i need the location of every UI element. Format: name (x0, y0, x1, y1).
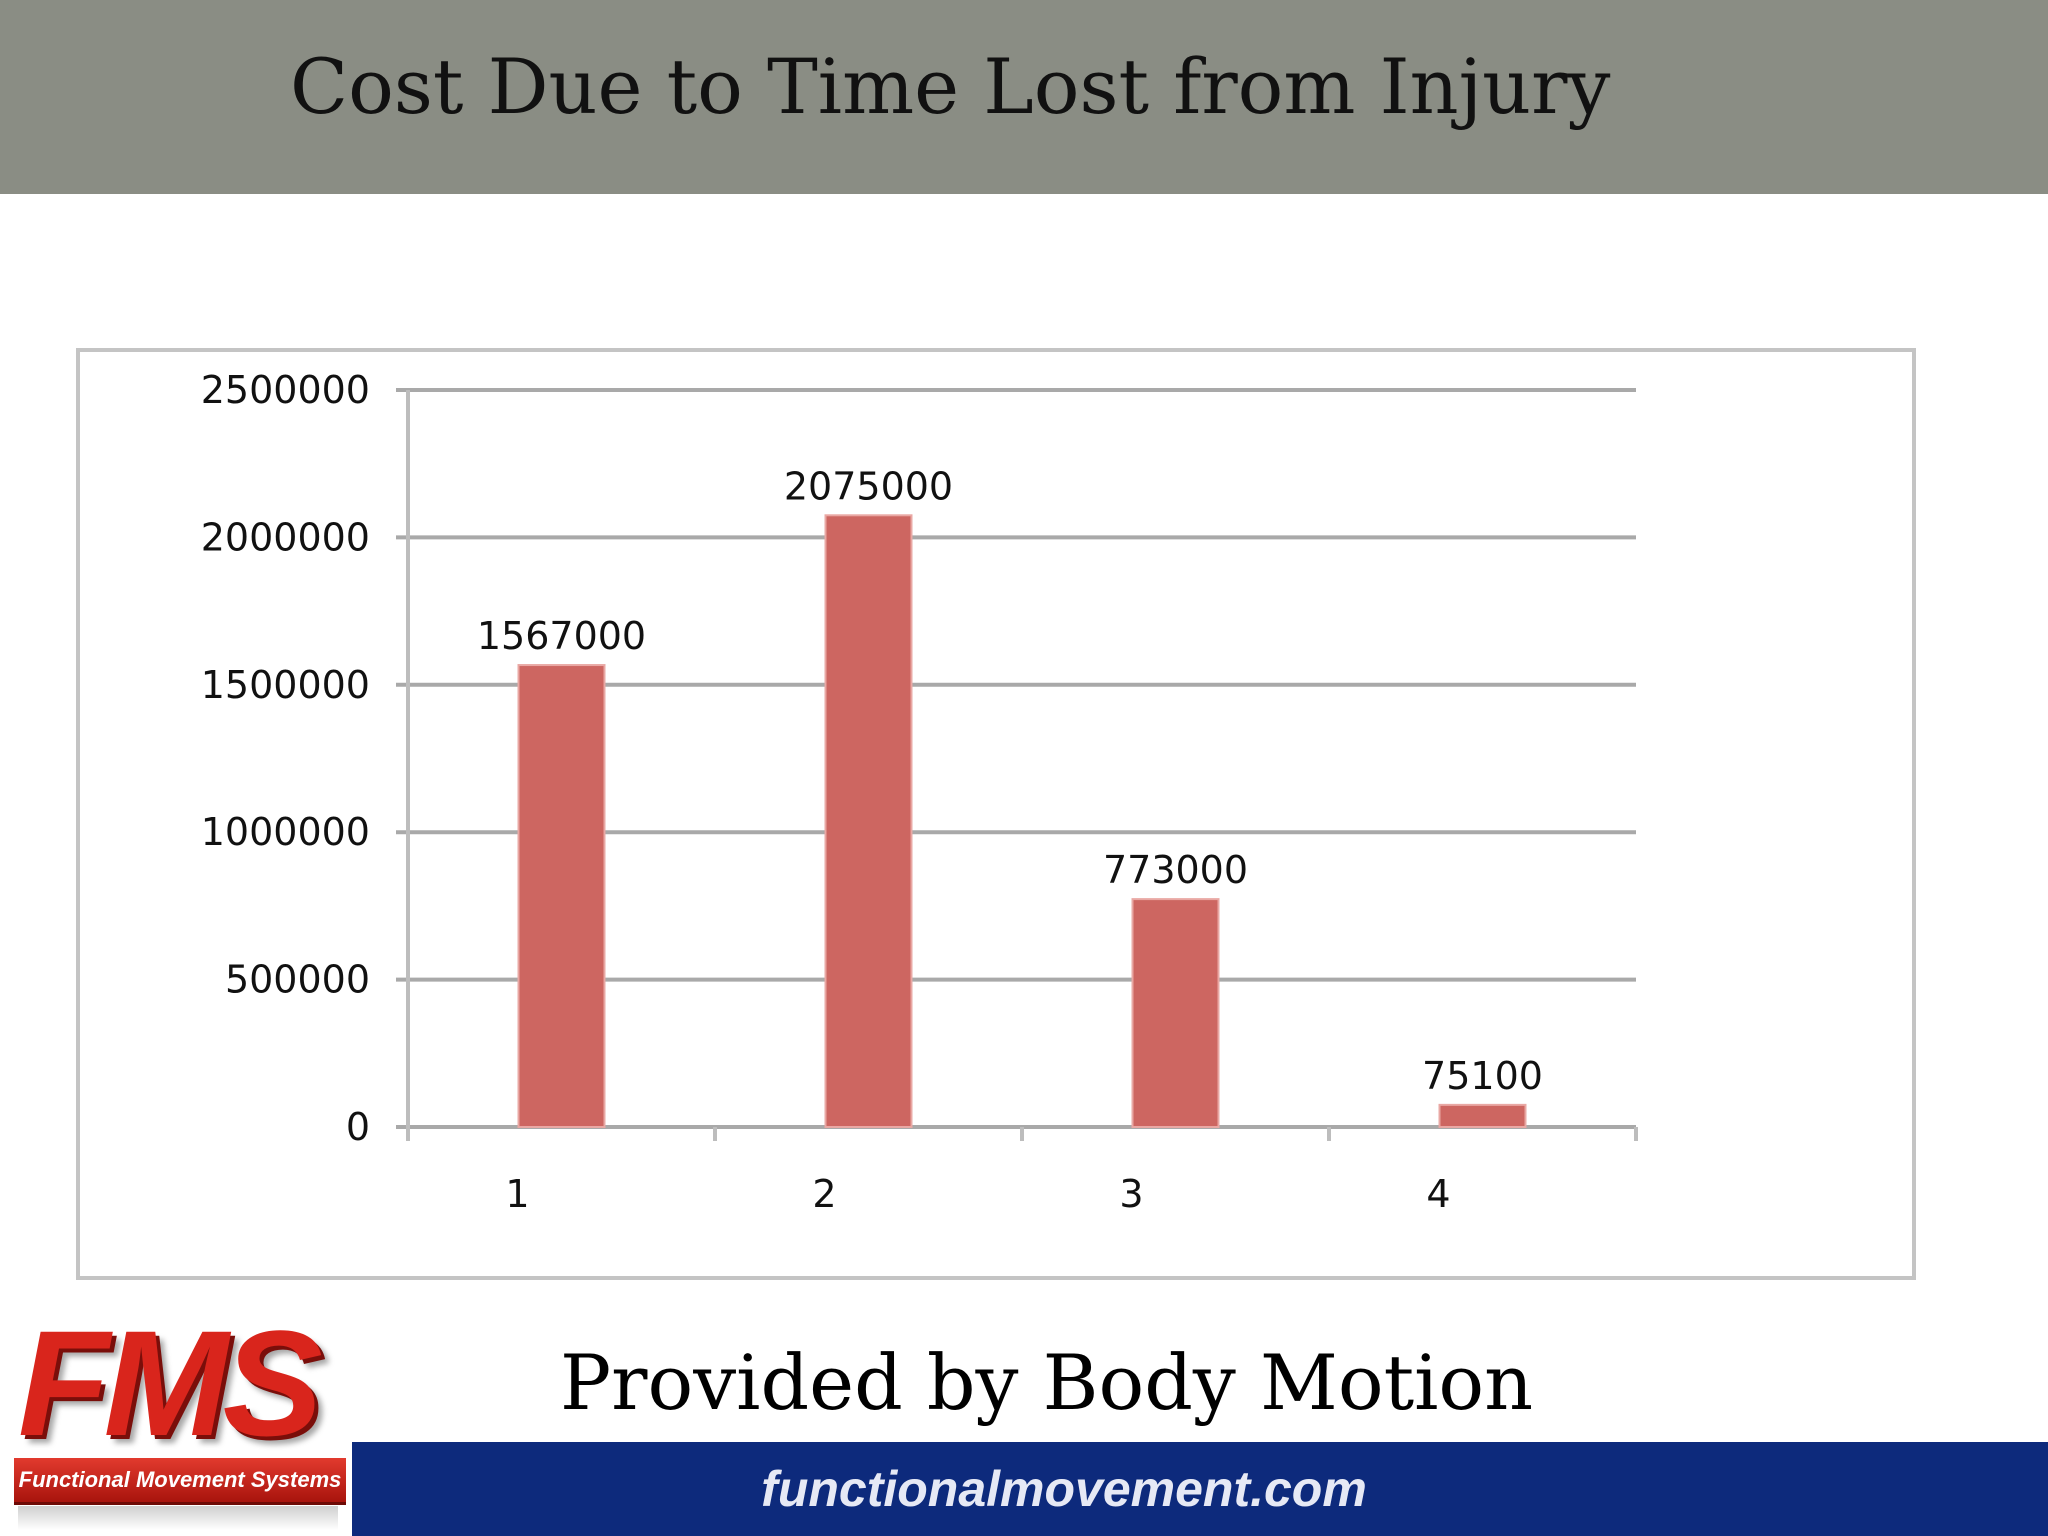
logo-tagline: Functional Movement Systems (18, 1467, 342, 1492)
header-band: Cost Due to Time Lost from Injury (0, 0, 2048, 194)
bar-chart: 0 500000 1000000 1500000 2000000 2500000 15670… (201, 368, 1638, 1216)
fms-logo: FMS Functional Movement Systems (0, 1300, 352, 1536)
logo-tagline-bar: Functional Movement Systems (14, 1458, 346, 1505)
data-label: 2075000 (784, 464, 953, 508)
y-tick-label: 500000 (225, 958, 370, 1002)
x-tick-label: 2 (812, 1172, 836, 1216)
y-tick-label: 2500000 (201, 368, 370, 412)
bar (824, 514, 913, 1129)
logo-reflection (18, 1506, 338, 1530)
slide-title: Cost Due to Time Lost from Injury (290, 42, 1611, 131)
provided-by-text: Provided by Body Motion (560, 1338, 1534, 1427)
bar (1131, 898, 1220, 1129)
x-tick-label: 3 (1119, 1172, 1143, 1216)
x-tick-label: 4 (1426, 1172, 1450, 1216)
footer-band: functionalmovement.com (352, 1442, 2048, 1536)
logo-letters: FMS (18, 1299, 323, 1467)
y-tick-label: 1500000 (201, 663, 370, 707)
y-tick-label: 1000000 (201, 810, 370, 854)
y-tick-label: 0 (346, 1105, 370, 1149)
footer-url[interactable]: functionalmovement.com (761, 1461, 1367, 1517)
x-tick-label: 1 (505, 1172, 529, 1216)
bar (517, 664, 606, 1128)
data-label: 75100 (1422, 1054, 1543, 1098)
data-label: 773000 (1103, 848, 1248, 892)
chart-frame: 0 500000 1000000 1500000 2000000 2500000 15670… (76, 348, 1916, 1280)
y-tick-label: 2000000 (201, 515, 370, 559)
data-label: 1567000 (477, 614, 646, 658)
bar (1438, 1103, 1527, 1129)
